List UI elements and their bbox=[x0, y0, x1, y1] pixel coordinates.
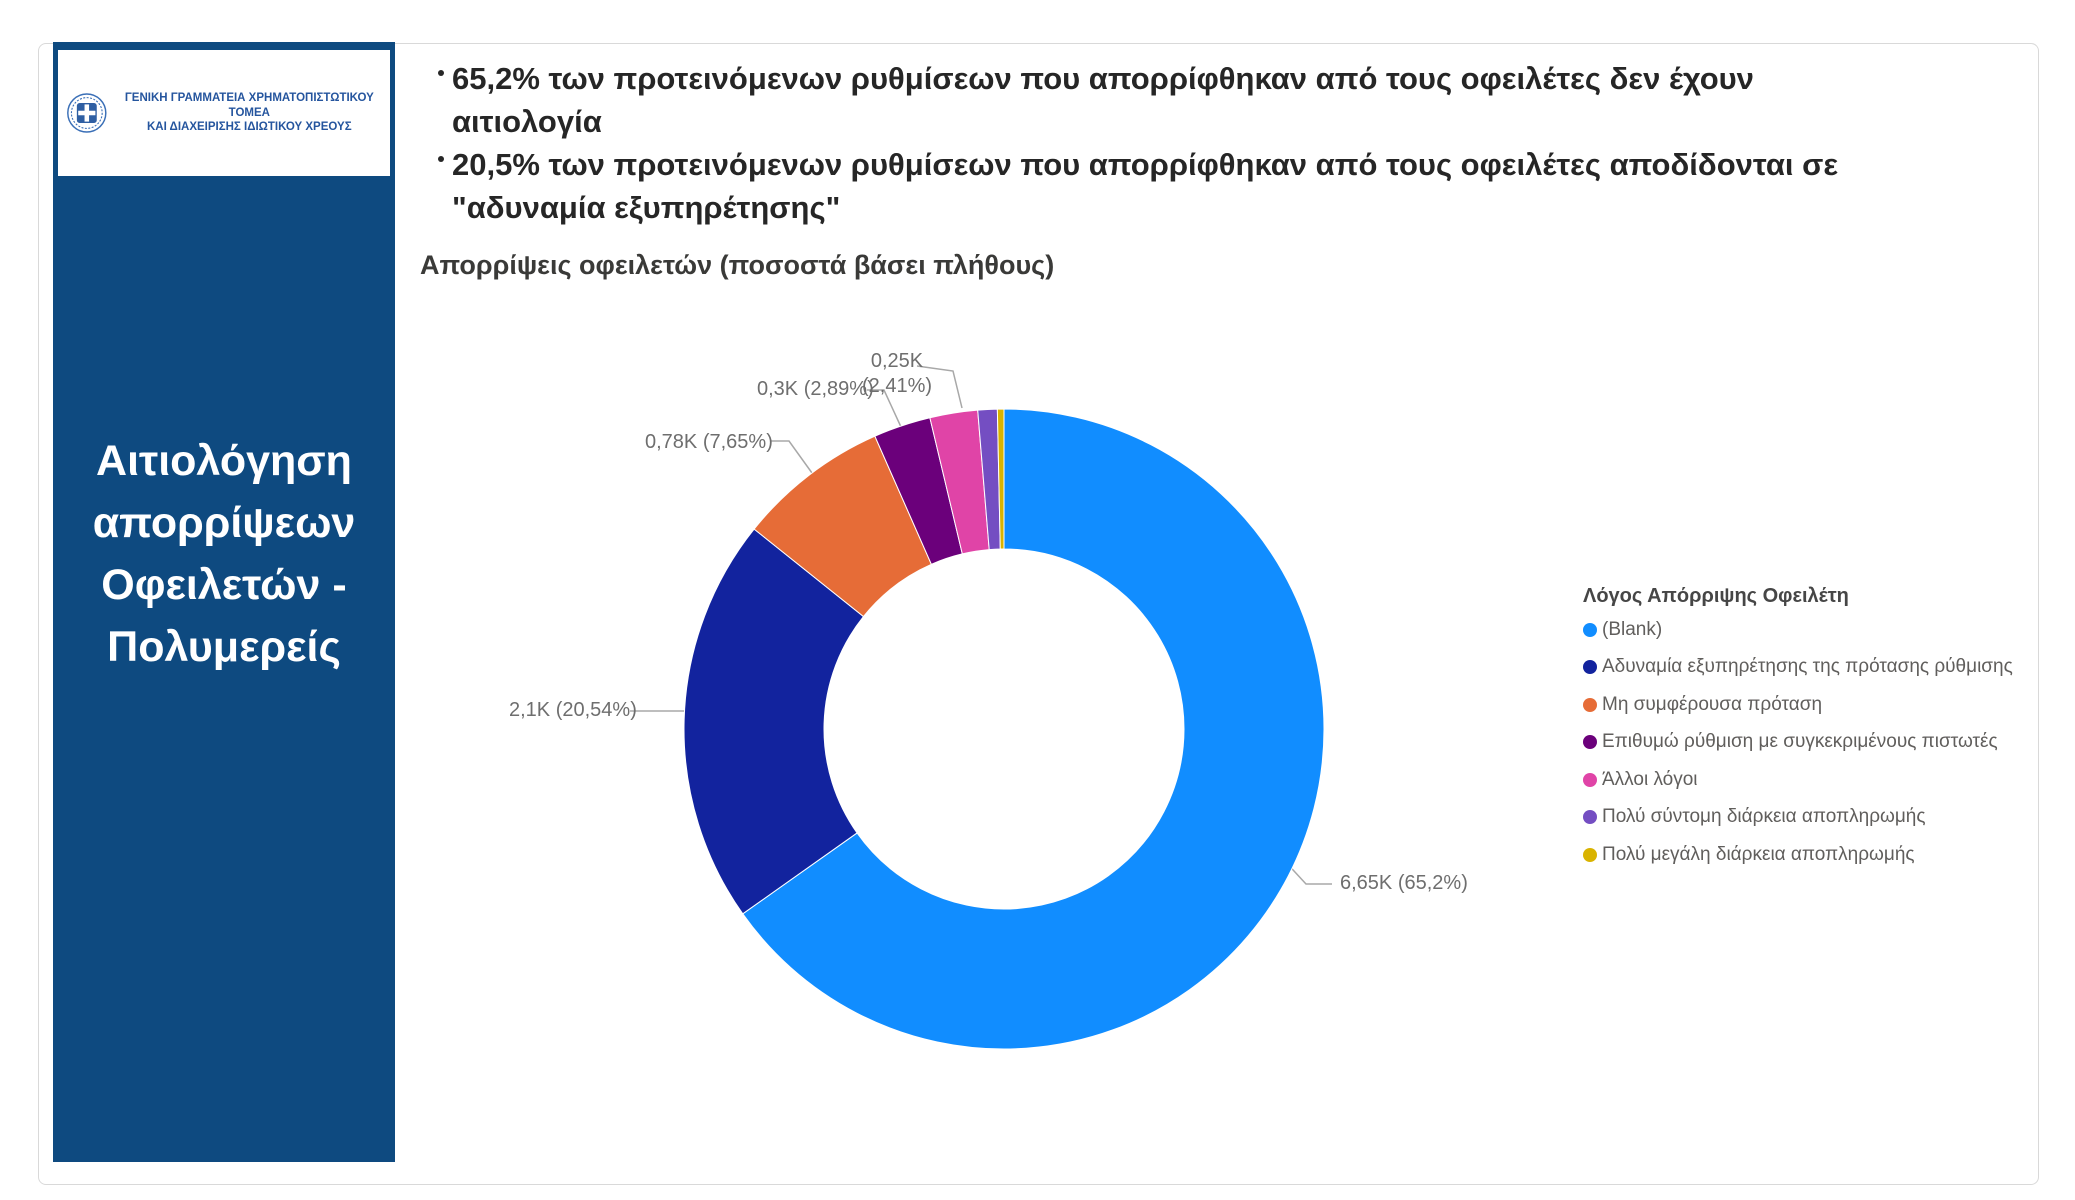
legend-label: Επιθυμώ ρύθμιση με συγκεκριμένους πιστωτ… bbox=[1602, 731, 1998, 752]
legend-color-dot bbox=[1583, 772, 1597, 787]
legend-label: Μη συμφέρουσα πρόταση bbox=[1602, 693, 1823, 715]
chart-title: Απορρίψεις οφειλετών (ποσοστά βάσει πλήθ… bbox=[420, 250, 1055, 280]
headline-bullet-2: 20,5% των προτεινόμενων ρυθμίσεων που απ… bbox=[438, 143, 1998, 229]
chart-legend: Λόγος Απόρριψης Οφειλέτη (Blank) Αδυναμία… bbox=[1583, 585, 2058, 866]
greek-emblem-icon bbox=[67, 93, 107, 133]
data-label-blank: 6,65K (65,2%) bbox=[1340, 872, 1468, 894]
donut-slice-6[interactable] bbox=[996, 408, 1005, 550]
agency-logo: ΓΕΝΙΚΗ ΓΡΑΜΜΑΤΕΙΑ ΧΡΗΜΑΤΟΠΙΣΤΩΤΙΚΟΥ ΤΟΜΕ… bbox=[58, 50, 390, 176]
data-label-pink-pct: (2,41%) bbox=[861, 375, 933, 397]
callout-leader-purple bbox=[867, 389, 902, 428]
data-label-pink-value: 0,25K bbox=[870, 350, 924, 372]
legend-item-6[interactable]: Πολύ μεγάλη διάρκεια αποπληρωμής bbox=[1583, 843, 2058, 866]
data-label-purple: 0,3K (2,89%) bbox=[757, 378, 874, 400]
legend-item-5[interactable]: Πολύ σύντομη διάρκεια αποπληρωμής bbox=[1583, 806, 2058, 829]
data-label-orange: 0,78K (7,65%) bbox=[645, 431, 773, 453]
callout-leader-orange bbox=[770, 440, 813, 474]
legend-label: Πολύ σύντομη διάρκεια αποπληρωμής bbox=[1602, 806, 1926, 827]
legend-label: (Blank) bbox=[1602, 618, 1663, 640]
legend-label: Πολύ μεγάλη διάρκεια αποπληρωμής bbox=[1602, 843, 1915, 865]
legend-label: Αδυναμία εξυπηρέτησης της πρότασης ρύθμι… bbox=[1602, 656, 2013, 677]
legend-item-2[interactable]: Μη συμφέρουσα πρόταση bbox=[1583, 693, 2058, 716]
headline-bullet-2-line1: 20,5% των προτεινόμενων ρυθμίσεων που απ… bbox=[452, 147, 1839, 182]
callout-leader-pink bbox=[916, 365, 963, 409]
legend-color-dot bbox=[1583, 660, 1597, 674]
bullet-dot-icon bbox=[438, 156, 444, 162]
legend-label: Άλλοι λόγοι bbox=[1602, 768, 1698, 790]
headline-bullet-2-line2: "αδυναμία εξυπηρέτησης" bbox=[452, 190, 841, 225]
legend-item-4[interactable]: Άλλοι λόγοι bbox=[1583, 768, 2058, 791]
sidebar: ΓΕΝΙΚΗ ΓΡΑΜΜΑΤΕΙΑ ΧΡΗΜΑΤΟΠΙΣΤΩΤΙΚΟΥ ΤΟΜΕ… bbox=[53, 42, 395, 1162]
page-title: Αιτιολόγηση απορρίψεων Οφειλετών - Πολυμ… bbox=[92, 437, 356, 671]
data-label-navy: 2,1K (20,54%) bbox=[509, 699, 637, 721]
legend-item-0[interactable]: (Blank) bbox=[1583, 618, 2058, 641]
headline-bullets: 65,2% των προτεινόμενων ρυθμίσεων που απ… bbox=[438, 57, 1998, 229]
headline-bullet-1: 65,2% των προτεινόμενων ρυθμίσεων που απ… bbox=[438, 57, 1998, 143]
legend-color-dot bbox=[1583, 847, 1597, 862]
legend-title: Λόγος Απόρριψης Οφειλέτη bbox=[1583, 585, 1849, 607]
bullet-dot-icon bbox=[438, 70, 444, 76]
data-label-pink: 0,25K (2,41%) bbox=[855, 349, 939, 399]
legend-color-dot bbox=[1583, 697, 1597, 712]
donut-slice-0[interactable] bbox=[742, 408, 1325, 1050]
agency-name: ΓΕΝΙΚΗ ΓΡΑΜΜΑΤΕΙΑ ΧΡΗΜΑΤΟΠΙΣΤΩΤΙΚΟΥ ΤΟΜΕ… bbox=[117, 91, 382, 136]
agency-name-line1: ΓΕΝΙΚΗ ΓΡΑΜΜΑΤΕΙΑ ΧΡΗΜΑΤΟΠΙΣΤΩΤΙΚΟΥ ΤΟΜΕ… bbox=[124, 91, 374, 119]
report-frame bbox=[38, 43, 2039, 1185]
agency-name-line2: ΚΑΙ ΔΙΑΧΕΙΡΙΣΗΣ ΙΔΙΩΤΙΚΟΥ ΧΡΕΟΥΣ bbox=[146, 121, 352, 134]
donut-slice-1[interactable] bbox=[683, 528, 865, 915]
legend-rows: (Blank) Αδυναμία εξυπηρέτησης της πρόταση… bbox=[1583, 618, 2058, 866]
legend-item-1[interactable]: Αδυναμία εξυπηρέτησης της πρότασης ρύθμι… bbox=[1583, 656, 2058, 679]
donut-chart bbox=[630, 365, 1332, 1050]
legend-color-dot bbox=[1583, 622, 1597, 637]
headline-bullet-1-line1: 65,2% των προτεινόμενων ρυθμίσεων που απ… bbox=[452, 61, 1754, 96]
legend-color-dot bbox=[1583, 735, 1597, 749]
headline-bullet-1-line2: αιτιολογία bbox=[452, 104, 602, 139]
legend-color-dot bbox=[1583, 810, 1597, 824]
legend-item-3[interactable]: Επιθυμώ ρύθμιση με συγκεκριμένους πιστωτ… bbox=[1583, 731, 2058, 754]
